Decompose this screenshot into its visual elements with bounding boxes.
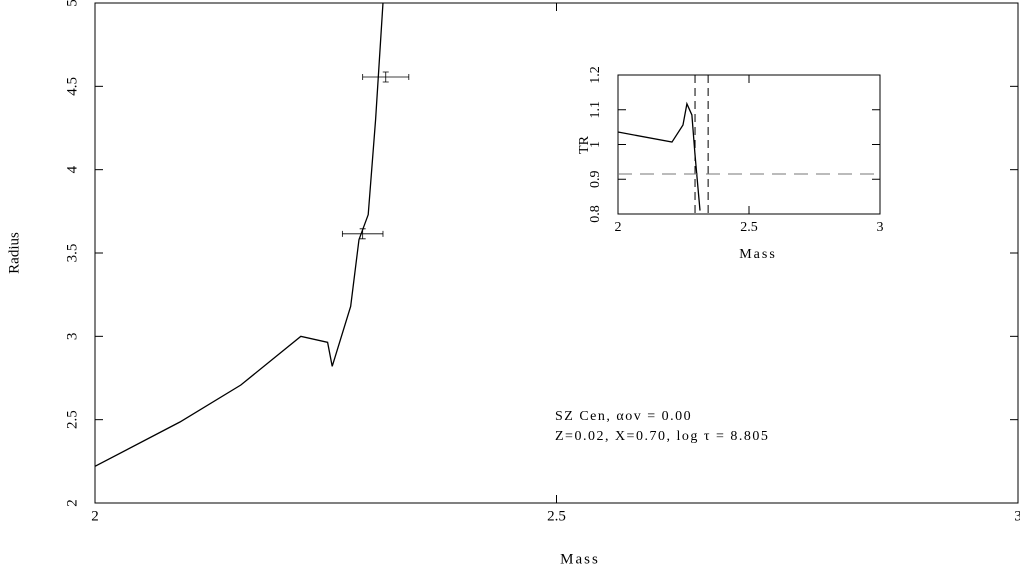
annotation: Z=0.02, X=0.70, log τ = 8.805 [555, 429, 769, 444]
x-axis-label: Mass [739, 247, 777, 262]
x-tick-label: 2 [91, 508, 99, 524]
annotation: SZ Cen, αov = 0.00 [555, 409, 692, 424]
x-tick-label: 3 [877, 220, 884, 235]
data-line [94, 2, 384, 467]
plot-panel: 2 2.5 3 0.8 0.9 1 1.1 1.2 Mass TR [577, 66, 883, 262]
y-tick-label: 1.2 [588, 66, 603, 84]
error-bar [362, 71, 410, 83]
y-tick-label: 0.9 [588, 171, 603, 189]
error-bar [341, 228, 384, 240]
y-tick-label: 4.5 [64, 77, 80, 96]
y-tick-label: 5 [64, 0, 80, 7]
x-axis-label: Mass [560, 551, 600, 567]
y-tick-label: 1.1 [588, 101, 603, 119]
plot-panel: 2 2.5 3 2 2.5 3 3.5 4 4.5 5 Mass Radius SZ Cen, αov … [6, 0, 1020, 567]
x-tick-label: 2.5 [547, 508, 566, 524]
x-tick-label: 3 [1014, 508, 1020, 524]
x-tick-label: 2.5 [740, 220, 758, 235]
y-tick-label: 2 [64, 499, 80, 507]
y-tick-label: 4 [64, 165, 80, 173]
y-axis-label: Radius [6, 232, 22, 274]
y-tick-label: 3.5 [64, 244, 80, 263]
y-tick-label: 3 [64, 333, 80, 341]
y-tick-label: 1 [588, 141, 603, 148]
y-axis-label: TR [577, 135, 592, 154]
y-tick-label: 0.8 [588, 205, 603, 223]
data-line [617, 101, 701, 211]
y-tick-label: 2.5 [64, 410, 80, 429]
axes-frame [617, 74, 881, 215]
x-tick-label: 2 [615, 220, 622, 235]
